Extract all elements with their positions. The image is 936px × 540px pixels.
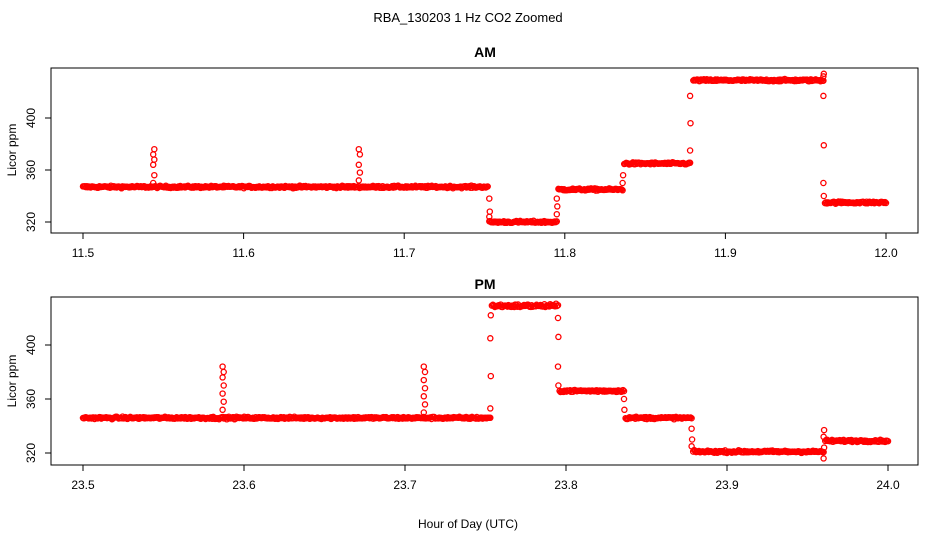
am-x-tick-label: 12.0 [874, 246, 898, 260]
pm-panel-title: PM [475, 276, 496, 292]
pm-spike-point [420, 409, 428, 416]
pm-data-point [619, 386, 627, 394]
am-spike-point [355, 177, 363, 184]
pm-transition-point [487, 372, 495, 380]
am-transition-point [686, 92, 694, 100]
pm-transition-point [554, 363, 562, 370]
am-spike-point [151, 145, 158, 153]
pm-transition-point [620, 395, 628, 403]
am-spike-point [149, 179, 157, 187]
am-y-tick-label: 400 [24, 108, 38, 128]
am-marks [79, 70, 890, 227]
pm-data-point [487, 414, 494, 422]
pm-transition-point [688, 425, 695, 432]
pm-transition-point [820, 433, 827, 441]
pm-data-point [554, 301, 562, 309]
pm-spike-point [220, 382, 227, 389]
pm-y-tick-label: 360 [24, 389, 38, 409]
am-y-tick-label: 320 [24, 212, 38, 232]
am-transition-point [686, 147, 694, 154]
pm-marks [79, 300, 892, 462]
pm-transition-point [554, 314, 562, 322]
am-data-point [882, 199, 890, 207]
pm-panel: PM Licor ppm 23.5 23.6 23.7 23.8 23.9 24.0 320… [5, 276, 919, 492]
am-transition-point [486, 213, 493, 221]
pm-transition-point [555, 382, 562, 389]
am-data-point [686, 159, 694, 167]
am-plot-frame [50, 67, 919, 234]
pm-transition-point [688, 443, 695, 450]
pm-spike-point [420, 376, 428, 384]
am-transition-point [820, 179, 827, 187]
am-spike-point [151, 171, 158, 179]
pm-data-point [820, 448, 827, 456]
am-transition-point [486, 195, 493, 202]
am-transition-point [820, 192, 828, 200]
pm-x-tick-label: 23.7 [393, 478, 417, 492]
pm-transition-point [487, 335, 494, 342]
pm-transition-point [555, 333, 562, 341]
am-y-axis-label: Licor ppm [5, 124, 19, 177]
am-data-point [618, 186, 625, 193]
am-axes: 11.5 11.6 11.7 11.8 11.9 12.0 320 360 400 [24, 108, 898, 260]
am-spike-point [356, 169, 364, 176]
am-data-point [820, 77, 827, 84]
am-spike-point [355, 145, 363, 153]
pm-transition-point [820, 444, 828, 451]
am-data-point [881, 198, 889, 206]
am-spike-point [355, 161, 363, 169]
pm-spike-point [219, 390, 226, 397]
pm-data-point [620, 387, 628, 395]
am-x-tick-label: 11.7 [393, 246, 416, 260]
pm-x-tick-label: 24.0 [876, 478, 900, 492]
am-x-tick-label: 11.9 [714, 246, 737, 260]
pm-transition-point [621, 406, 628, 414]
pm-x-tick-label: 23.9 [715, 478, 739, 492]
pm-transition-point [820, 426, 828, 434]
am-transition-point [619, 179, 626, 187]
pm-transition-point [487, 312, 495, 319]
pm-transition-point [820, 455, 827, 462]
am-transition-point [820, 142, 828, 149]
am-data-point [553, 218, 561, 225]
pm-y-axis-label: Licor ppm [5, 355, 19, 408]
figure-title: RBA_130203 1 Hz CO2 Zoomed [373, 10, 562, 25]
figure-x-axis-label: Hour of Day (UTC) [418, 517, 518, 531]
am-transition-point [553, 195, 561, 202]
am-x-tick-label: 11.8 [554, 246, 577, 260]
pm-spike-point [220, 398, 227, 405]
pm-spike-point [421, 401, 429, 408]
pm-spike-point [421, 384, 429, 392]
pm-spike-point [420, 363, 428, 370]
pm-x-tick-label: 23.8 [554, 478, 578, 492]
am-transition-point [820, 70, 828, 78]
am-data-point [484, 183, 491, 190]
am-transition-point [820, 73, 827, 80]
am-x-tick-label: 11.5 [72, 246, 95, 260]
am-data-point [619, 187, 626, 194]
am-transition-point [619, 171, 627, 179]
am-x-tick-label: 11.6 [232, 246, 255, 260]
pm-axes: 23.5 23.6 23.7 23.8 23.9 24.0 320 360 400 [24, 335, 900, 492]
pm-spike-point [219, 363, 226, 370]
pm-x-tick-label: 23.5 [71, 478, 95, 492]
am-panel-title: AM [474, 44, 496, 60]
pm-spike-point [420, 393, 428, 400]
pm-transition-point [487, 405, 494, 412]
pm-transition-point [688, 436, 696, 443]
am-panel: AM Licor ppm 11.5 11.6 11.7 11.8 11.9 12.0 320… [5, 44, 919, 260]
pm-spike-point [219, 406, 226, 414]
am-y-tick-label: 360 [24, 160, 38, 180]
am-transition-point [687, 119, 694, 127]
am-transition-point [553, 210, 561, 218]
pm-plot-frame [50, 296, 919, 466]
pm-data-point [884, 437, 892, 445]
pm-y-tick-label: 320 [24, 443, 38, 463]
pm-data-point [688, 414, 695, 422]
am-transition-point [820, 92, 827, 100]
pm-x-tick-label: 23.6 [232, 478, 256, 492]
pm-y-tick-label: 400 [24, 335, 38, 355]
am-transition-point [554, 203, 561, 210]
